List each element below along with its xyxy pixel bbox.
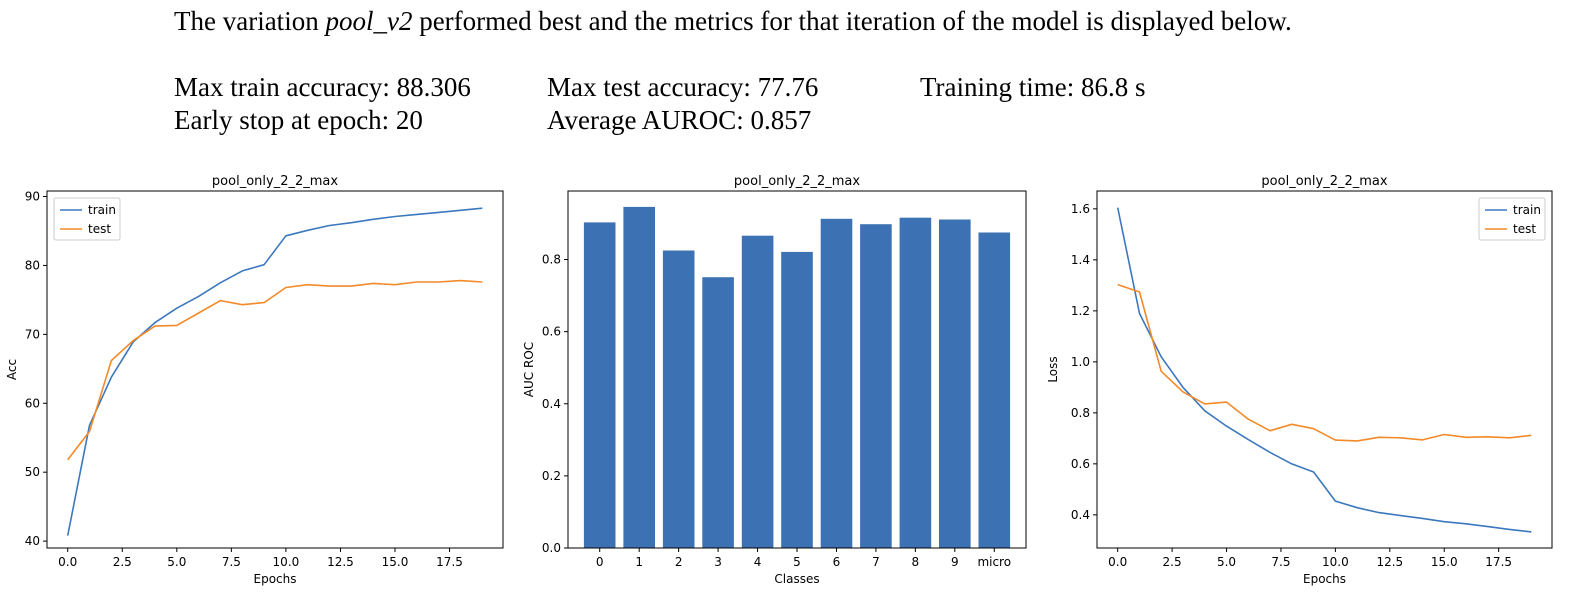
x-tick-label: micro (977, 555, 1011, 569)
y-tick-label: 60 (25, 396, 40, 410)
x-tick-label: 1 (635, 555, 643, 569)
intro-before: The variation (174, 6, 326, 36)
training-time: Training time: 86.8 s (920, 72, 1146, 102)
max-test-accuracy: Max test accuracy: 77.76 (547, 72, 819, 102)
bar-4 (741, 235, 774, 548)
y-tick-label: 1.6 (1071, 202, 1090, 216)
x-tick-label: 0 (596, 555, 604, 569)
average-auroc: Average AUROC: 0.857 (547, 105, 812, 135)
x-tick-label: 5.0 (167, 555, 186, 569)
model-name: pool_v2 (325, 6, 413, 36)
x-tick-label: 0.0 (58, 555, 77, 569)
plot-frame (567, 190, 1027, 549)
x-tick-label: 8 (912, 555, 920, 569)
series-line-train (66, 207, 483, 536)
y-tick-label: 1.4 (1071, 253, 1090, 267)
x-tick-label: 3 (714, 555, 722, 569)
x-tick-label: 7.5 (1271, 555, 1290, 569)
series-line-test (67, 279, 483, 461)
series-line-test (1117, 283, 1532, 442)
legend-label-train: train (88, 203, 116, 217)
x-axis-label: Epochs (254, 572, 297, 586)
legend-label-test: test (88, 222, 111, 236)
y-tick-label: 1.2 (1071, 304, 1090, 318)
intro-after: performed best and the metrics for that … (412, 6, 1292, 36)
y-tick-label: 40 (25, 534, 40, 548)
y-tick-label: 1.0 (1071, 355, 1090, 369)
series-line-train (1116, 207, 1532, 533)
plot-frame (46, 190, 504, 549)
y-axis-label: Loss (1046, 356, 1060, 382)
y-tick-label: 0.6 (1071, 457, 1090, 471)
x-tick-label: 12.5 (327, 555, 354, 569)
x-tick-label: 12.5 (1376, 555, 1403, 569)
bar-0 (583, 222, 616, 548)
y-tick-label: 50 (25, 465, 40, 479)
y-tick-label: 0.0 (542, 541, 561, 555)
plot-frame (1096, 190, 1553, 549)
bar-7 (860, 224, 892, 548)
y-tick-label: 0.6 (542, 325, 561, 339)
x-tick-label: 2 (675, 555, 683, 569)
bar-3 (702, 277, 734, 548)
x-tick-label: 17.5 (1485, 555, 1512, 569)
x-axis-label: Epochs (1303, 572, 1346, 586)
y-axis-label: AUC ROC (522, 342, 536, 397)
chart-title: pool_only_2_2_max (212, 174, 338, 189)
y-tick-label: 0.8 (1071, 406, 1090, 420)
chart-title: pool_only_2_2_max (734, 174, 860, 189)
x-tick-label: 7.5 (222, 555, 241, 569)
x-tick-label: 6 (833, 555, 841, 569)
legend-label-test: test (1513, 222, 1536, 236)
x-tick-label: 15.0 (1431, 555, 1458, 569)
y-tick-label: 0.8 (542, 253, 561, 267)
y-tick-label: 90 (25, 190, 40, 204)
x-tick-label: 7 (872, 555, 880, 569)
intro-sentence: The variation pool_v2 performed best and… (174, 6, 1292, 37)
x-tick-label: 5 (793, 555, 801, 569)
x-tick-label: 0.0 (1108, 555, 1127, 569)
x-tick-label: 5.0 (1217, 555, 1236, 569)
x-tick-label: 9 (951, 555, 959, 569)
x-tick-label: 2.5 (1163, 555, 1182, 569)
x-tick-label: 17.5 (436, 555, 463, 569)
bar-9 (939, 219, 971, 548)
bar-micro (978, 232, 1011, 548)
y-axis-label: Acc (5, 359, 19, 380)
x-tick-label: 10.0 (1322, 555, 1349, 569)
y-tick-label: 70 (25, 327, 40, 341)
x-axis-label: Classes (774, 572, 819, 586)
x-tick-label: 10.0 (273, 555, 300, 569)
x-tick-label: 4 (754, 555, 762, 569)
max-train-accuracy: Max train accuracy: 88.306 (174, 72, 471, 102)
y-tick-label: 0.4 (1071, 508, 1090, 522)
bar-6 (820, 218, 853, 549)
y-tick-label: 0.2 (542, 469, 561, 483)
y-tick-label: 80 (25, 258, 40, 272)
bar-2 (662, 250, 695, 548)
bar-5 (781, 251, 813, 548)
bar-8 (899, 217, 932, 548)
early-stop-epoch: Early stop at epoch: 20 (174, 105, 423, 135)
legend-label-train: train (1513, 203, 1541, 217)
bar-1 (623, 206, 655, 548)
chart-title: pool_only_2_2_max (1261, 174, 1387, 189)
x-tick-label: 15.0 (382, 555, 409, 569)
y-tick-label: 0.4 (542, 397, 561, 411)
x-tick-label: 2.5 (113, 555, 132, 569)
